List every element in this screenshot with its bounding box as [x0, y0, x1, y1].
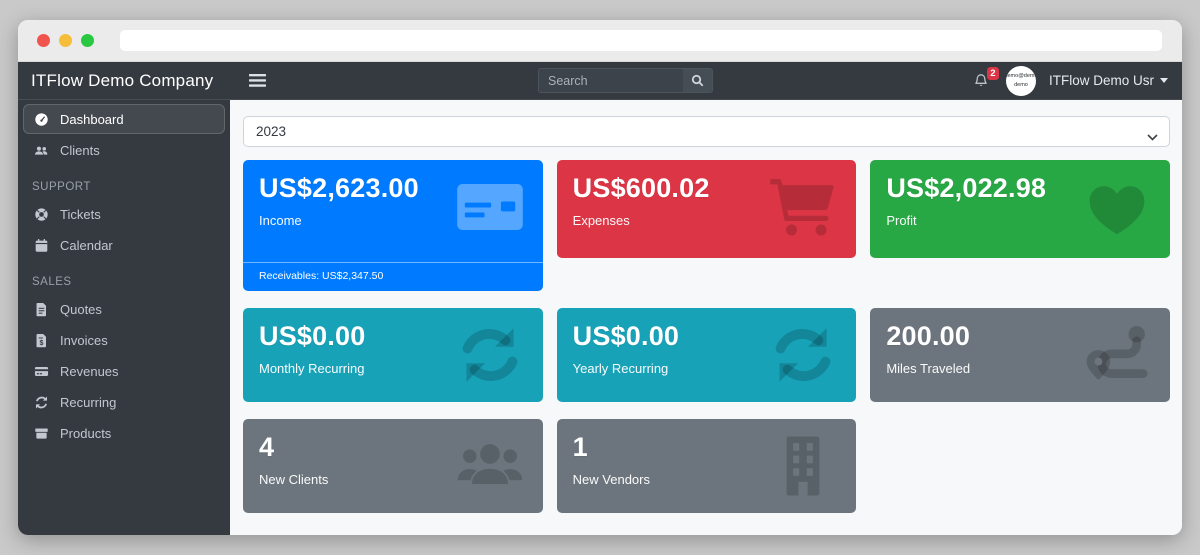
sidebar: ITFlow Demo Company Dashboard Clients SU… — [18, 62, 230, 535]
close-button[interactable] — [37, 34, 50, 47]
users-icon — [33, 142, 49, 158]
credit-card-icon — [454, 172, 526, 242]
card-label: Profit — [886, 213, 917, 229]
user-menu[interactable]: ITFlow Demo Usr — [1049, 73, 1168, 88]
sync-icon — [767, 320, 839, 390]
search-form — [538, 68, 713, 93]
building-icon — [767, 431, 839, 501]
notification-badge: 2 — [986, 66, 999, 80]
miles-traveled-card[interactable]: 200.00 Miles Traveled — [870, 308, 1170, 402]
income-card[interactable]: US$2,623.00 Income Receivables: US$2,347… — [243, 160, 543, 291]
avatar-text-line2: demo — [1014, 81, 1028, 88]
card-value: US$600.02 — [572, 173, 710, 203]
sidebar-item-label: Revenues — [60, 363, 119, 379]
sidebar-item-invoices[interactable]: $ Invoices — [23, 325, 225, 355]
sidebar-item-label: Recurring — [60, 394, 117, 410]
card-label: Yearly Recurring — [572, 361, 669, 377]
card-label: New Clients — [259, 472, 329, 488]
dashboard-content: 2023 US$2,623.00 Income Receivables — [230, 100, 1182, 535]
maximize-button[interactable] — [81, 34, 94, 47]
caret-down-icon — [1160, 78, 1168, 83]
search-input[interactable] — [538, 68, 683, 93]
heart-icon — [1081, 172, 1153, 242]
window-controls — [37, 34, 94, 47]
card-value: 200.00 — [886, 321, 971, 351]
sidebar-item-label: Quotes — [60, 301, 102, 317]
sidebar-section-support: SUPPORT — [32, 181, 91, 193]
card-value: US$2,623.00 — [259, 173, 419, 203]
top-navbar: 2 demo@demo demo ITFlow Demo Usr — [230, 62, 1182, 100]
sidebar-item-dashboard[interactable]: Dashboard — [23, 104, 225, 134]
yearly-recurring-card[interactable]: US$0.00 Yearly Recurring — [556, 308, 857, 402]
calendar-icon — [33, 237, 49, 253]
browser-window: ITFlow Demo Company Dashboard Clients SU… — [18, 20, 1182, 535]
sidebar-item-label: Calendar — [60, 237, 113, 253]
sidebar-item-quotes[interactable]: Quotes — [23, 294, 225, 324]
year-select[interactable]: 2023 — [243, 116, 1170, 147]
credit-card-icon — [33, 363, 49, 379]
card-label: Monthly Recurring — [259, 361, 365, 377]
sync-icon — [33, 394, 49, 410]
file-invoice-dollar-icon: $ — [33, 332, 49, 348]
browser-chrome — [18, 20, 1182, 62]
card-label: Expenses — [572, 213, 630, 229]
sidebar-section-sales: SALES — [32, 276, 72, 288]
shopping-cart-icon — [767, 172, 839, 242]
file-lines-icon — [33, 301, 49, 317]
new-vendors-card[interactable]: 1 New Vendors — [556, 419, 857, 513]
sidebar-item-label: Dashboard — [60, 111, 124, 127]
svg-text:$: $ — [39, 339, 43, 346]
card-label: New Vendors — [572, 472, 650, 488]
card-label: Income — [259, 213, 302, 229]
sidebar-item-clients[interactable]: Clients — [23, 135, 225, 165]
address-bar[interactable] — [120, 30, 1162, 51]
avatar[interactable]: demo@demo demo — [1005, 65, 1036, 96]
expenses-card[interactable]: US$600.02 Expenses — [556, 160, 857, 258]
sync-icon — [454, 320, 526, 390]
sidebar-menu: Dashboard Clients SUPPORT Tickets — [18, 100, 230, 453]
stat-cards-grid: US$2,623.00 Income Receivables: US$2,347… — [243, 160, 1170, 513]
card-value: 4 — [259, 432, 275, 462]
new-clients-card[interactable]: 4 New Clients — [243, 419, 543, 513]
card-label: Miles Traveled — [886, 361, 971, 377]
hamburger-icon[interactable] — [249, 74, 266, 87]
sidebar-item-recurring[interactable]: Recurring — [23, 387, 225, 417]
search-button[interactable] — [683, 68, 713, 93]
monthly-recurring-card[interactable]: US$0.00 Monthly Recurring — [243, 308, 543, 402]
card-value: US$2,022.98 — [886, 173, 1047, 203]
card-value: US$0.00 — [259, 321, 366, 351]
sidebar-item-revenues[interactable]: Revenues — [23, 356, 225, 386]
card-footer: Receivables: US$2,347.50 — [243, 262, 543, 291]
sidebar-item-calendar[interactable]: Calendar — [23, 230, 225, 260]
sidebar-item-tickets[interactable]: Tickets — [23, 199, 225, 229]
tachometer-icon — [33, 111, 49, 127]
search-icon — [691, 74, 704, 87]
card-value: 1 — [572, 432, 588, 462]
sidebar-item-label: Clients — [60, 142, 100, 158]
avatar-text-line1: demo@demo — [1005, 73, 1036, 80]
sidebar-item-label: Invoices — [60, 332, 108, 348]
notifications-button[interactable]: 2 — [973, 66, 999, 89]
minimize-button[interactable] — [59, 34, 72, 47]
route-icon — [1081, 320, 1153, 390]
profit-card[interactable]: US$2,022.98 Profit — [870, 160, 1170, 258]
card-value: US$0.00 — [572, 321, 680, 351]
user-name-label: ITFlow Demo Usr — [1048, 73, 1154, 88]
brand-title: ITFlow Demo Company — [18, 62, 230, 100]
sidebar-item-label: Tickets — [60, 206, 101, 222]
users-icon — [454, 431, 526, 501]
box-icon — [33, 425, 49, 441]
bell-icon — [973, 73, 989, 89]
sidebar-item-products[interactable]: Products — [23, 418, 225, 448]
sidebar-item-label: Products — [60, 425, 112, 441]
life-ring-icon — [33, 206, 49, 222]
